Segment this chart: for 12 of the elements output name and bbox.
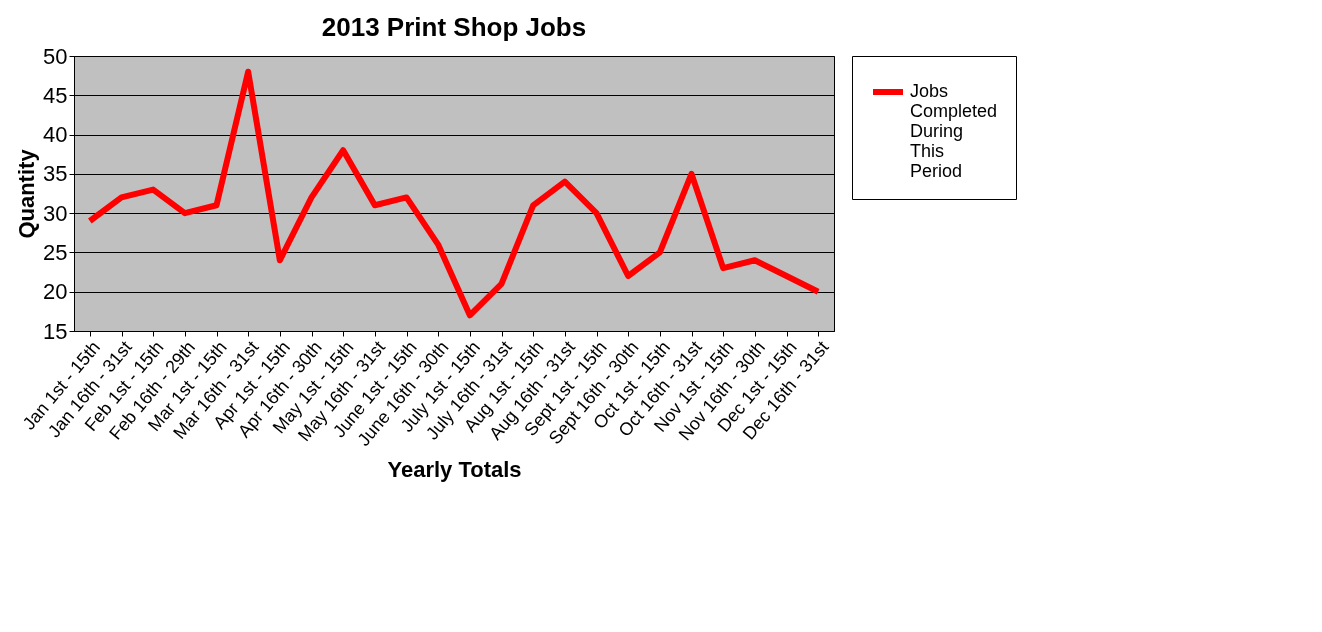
legend-label: Jobs Completed During This Period: [910, 81, 998, 181]
y-tick-label: 20: [43, 279, 68, 305]
y-tick-label: 25: [43, 239, 68, 265]
y-axis-title: Quantity: [14, 148, 40, 239]
x-axis-title: Yearly Totals: [387, 456, 522, 482]
y-tick-label: 30: [43, 200, 68, 226]
y-tick-label: 15: [43, 318, 68, 344]
y-tick-label: 50: [43, 43, 68, 69]
y-tick-label: 40: [43, 122, 68, 148]
y-tick-label: 45: [43, 82, 68, 108]
chart-title: 2013 Print Shop Jobs: [321, 12, 587, 42]
y-tick-label: 35: [43, 161, 68, 187]
